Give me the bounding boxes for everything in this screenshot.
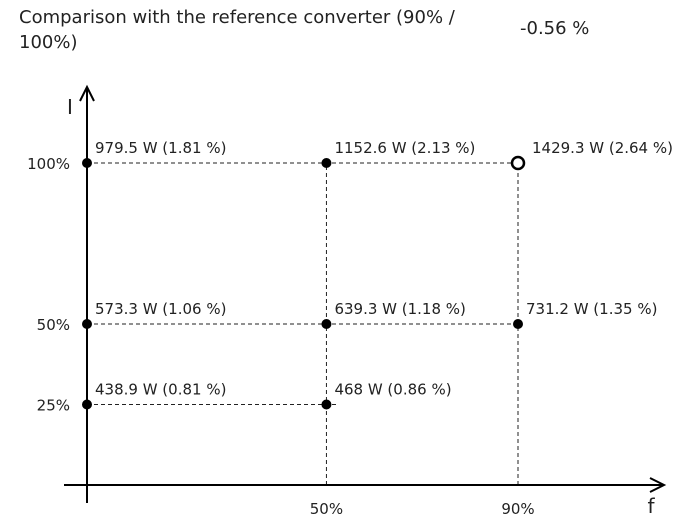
x-tick-label-90: 90%: [501, 500, 534, 517]
data-label: 731.2 W (1.35 %): [526, 300, 657, 318]
y-tick-label-100: 100%: [27, 155, 70, 173]
data-point: [510, 155, 526, 171]
data-label: 639.3 W (1.18 %): [334, 300, 465, 318]
y-axis-title: I: [67, 95, 73, 119]
x-tick-label-50: 50%: [310, 500, 343, 517]
data-label: 979.5 W (1.81 %): [95, 139, 226, 157]
data-label: 573.3 W (1.06 %): [95, 300, 226, 318]
data-point: [321, 319, 332, 329]
data-label: 1429.3 W (2.64 %): [532, 139, 673, 157]
x-axis-arrow: [649, 477, 667, 493]
data-point: [321, 158, 332, 168]
x-axis-title: f: [647, 494, 655, 517]
data-point: [82, 319, 92, 329]
comparison-header: Comparison with the reference converter …: [19, 5, 679, 65]
data-label: 1152.6 W (2.13 %): [334, 139, 475, 157]
data-label: 438.9 W (0.81 %): [95, 381, 226, 399]
y-tick-label-50: 50%: [37, 316, 70, 334]
y-axis-arrow: [79, 84, 95, 102]
data-point: [513, 319, 523, 329]
comparison-label: Comparison with the reference converter …: [19, 7, 455, 53]
data-point: [321, 399, 332, 410]
data-point: [82, 399, 92, 410]
data-label: 468 W (0.86 %): [334, 381, 451, 399]
y-tick-label-25: 25%: [37, 397, 70, 415]
comparison-value: -0.56 %: [520, 18, 590, 39]
data-point: [82, 158, 92, 168]
